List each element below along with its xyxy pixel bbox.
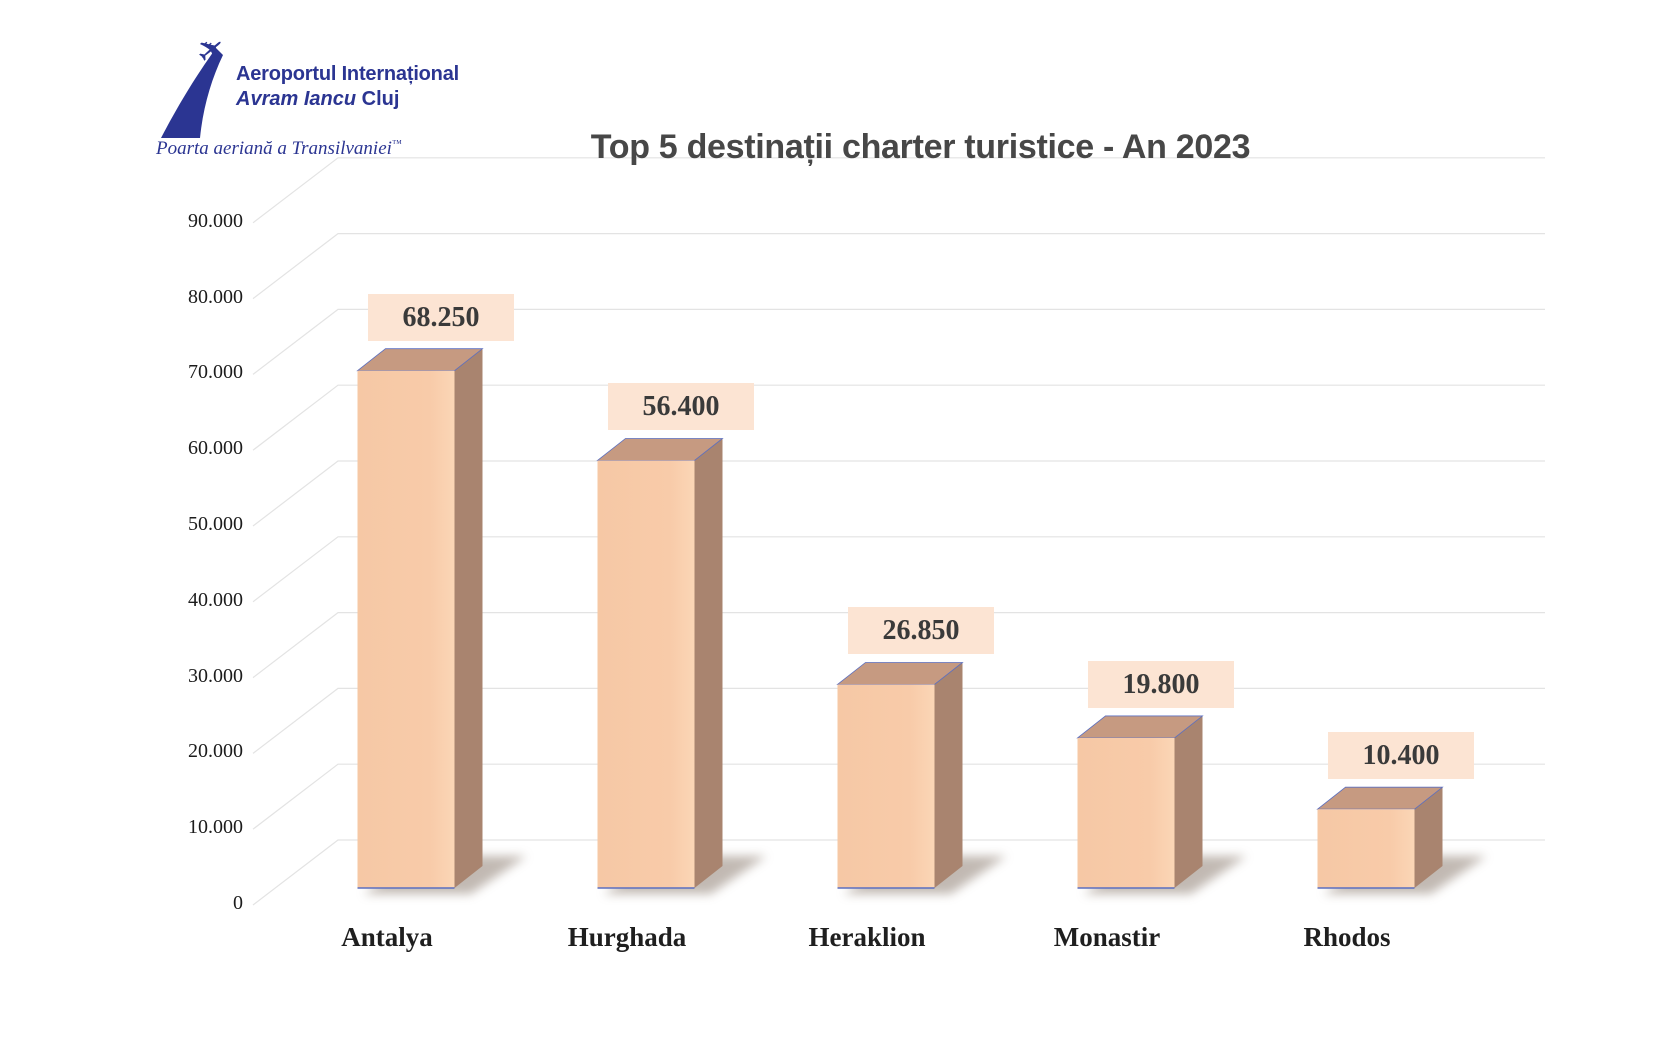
logo-line2: Avram Iancu Cluj xyxy=(236,88,400,110)
data-label: 68.250 xyxy=(368,293,514,341)
airport-logo: ✈ Aeroportul Internațional Avram Iancu C… xyxy=(156,26,486,166)
bar-front-face xyxy=(597,460,695,888)
data-label: 10.400 xyxy=(1328,732,1474,780)
logo-tagline: Poarta aeriană a Transilvaniei™ xyxy=(156,138,402,159)
data-label: 26.850 xyxy=(848,607,994,655)
bar-side-face xyxy=(1414,787,1443,888)
bar-side-face xyxy=(934,662,963,888)
y-axis-tick-label: 40.000 xyxy=(188,588,243,611)
airplane-swoosh-icon: ✈ xyxy=(161,32,236,138)
category-label: Antalya xyxy=(341,922,433,952)
gridline xyxy=(252,233,1545,300)
y-axis-tick-label: 20.000 xyxy=(188,740,243,763)
data-label: 19.800 xyxy=(1088,660,1234,708)
y-axis-tick-label: 50.000 xyxy=(188,513,243,535)
y-axis-tick-label: 70.000 xyxy=(188,361,243,384)
bar-side-face xyxy=(694,438,723,888)
category-label: Hurghada xyxy=(567,922,687,952)
bar-front-face xyxy=(1077,737,1175,888)
category-label: Heraklion xyxy=(808,922,926,952)
y-axis-tick-label: 60.000 xyxy=(188,437,243,460)
y-axis-tick-label: 90.000 xyxy=(188,209,243,232)
data-label: 56.400 xyxy=(608,383,754,431)
category-label: Monastir xyxy=(1053,922,1161,952)
y-axis-tick-label: 0 xyxy=(233,892,243,914)
gridline xyxy=(252,460,1545,527)
bars xyxy=(356,348,1487,894)
y-axis-tick-label: 30.000 xyxy=(188,664,243,687)
logo-line1: Aeroportul Internațional xyxy=(236,63,459,85)
y-axis-tick-label: 10.000 xyxy=(188,816,243,839)
bar-side-face xyxy=(1174,715,1203,888)
gridline xyxy=(252,536,1545,603)
gridline xyxy=(252,611,1545,679)
bar-front-face xyxy=(357,370,455,888)
gridline xyxy=(252,157,1545,224)
gridline xyxy=(252,308,1545,375)
gridline xyxy=(252,384,1545,451)
bar-front-face xyxy=(1317,809,1415,888)
bar-front-face xyxy=(837,684,935,888)
y-axis-tick-label: 80.000 xyxy=(188,285,243,308)
bar-side-face xyxy=(454,348,483,888)
category-label: Rhodos xyxy=(1303,922,1391,952)
